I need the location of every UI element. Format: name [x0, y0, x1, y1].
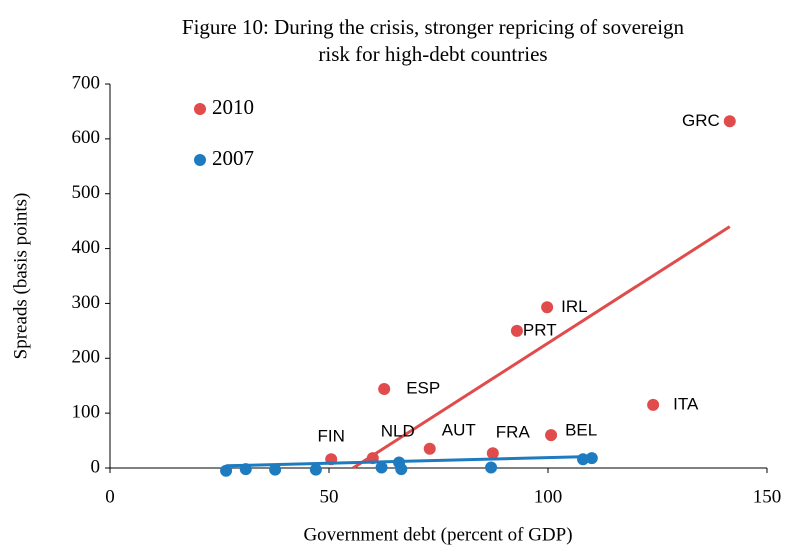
legend-marker	[194, 103, 206, 115]
y-tick-label: 500	[72, 182, 101, 203]
y-tick-label: 700	[72, 72, 101, 93]
y-tick-label: 600	[72, 127, 101, 148]
point	[723, 115, 736, 128]
point	[545, 429, 558, 442]
point	[585, 452, 598, 465]
x-axis-title: Government debt (percent of GDP)	[303, 524, 572, 545]
point	[239, 463, 252, 476]
data-label: AUT	[442, 420, 476, 439]
data-label: NLD	[381, 422, 415, 441]
legend-label: 2010	[212, 95, 254, 119]
point	[309, 463, 322, 476]
y-tick-label: 200	[72, 347, 101, 368]
point	[647, 398, 660, 411]
point	[541, 301, 554, 314]
trend-line	[226, 454, 592, 468]
y-tick-label: 300	[72, 292, 101, 313]
data-label: ITA	[673, 394, 699, 413]
point	[375, 461, 388, 474]
legend-label: 2007	[212, 146, 254, 170]
y-axis-title: Spreads (basis points)	[10, 193, 31, 360]
y-tick-label: 100	[72, 402, 101, 423]
data-label: GRC	[682, 111, 720, 130]
data-label: PRT	[523, 320, 557, 339]
point	[378, 383, 391, 396]
data-label: FIN	[317, 427, 344, 446]
point	[395, 463, 408, 476]
legend-marker	[194, 154, 206, 166]
x-tick-label: 150	[753, 486, 782, 507]
x-tick-label: 0	[105, 486, 115, 507]
x-tick-label: 50	[320, 486, 339, 507]
point	[423, 442, 436, 455]
data-label: ESP	[406, 378, 440, 397]
point	[510, 324, 523, 337]
y-tick-label: 0	[91, 456, 101, 477]
point	[220, 464, 233, 477]
point	[485, 461, 498, 474]
data-label: FRA	[496, 423, 531, 442]
data-label: IRL	[561, 297, 587, 316]
data-label: BEL	[565, 421, 597, 440]
x-tick-label: 100	[534, 486, 563, 507]
point	[486, 447, 499, 460]
chart-title: Figure 10: During the crisis, stronger r…	[182, 15, 685, 66]
point	[269, 463, 282, 476]
point	[577, 453, 590, 466]
y-tick-label: 400	[72, 237, 101, 258]
trend-line	[352, 225, 731, 470]
